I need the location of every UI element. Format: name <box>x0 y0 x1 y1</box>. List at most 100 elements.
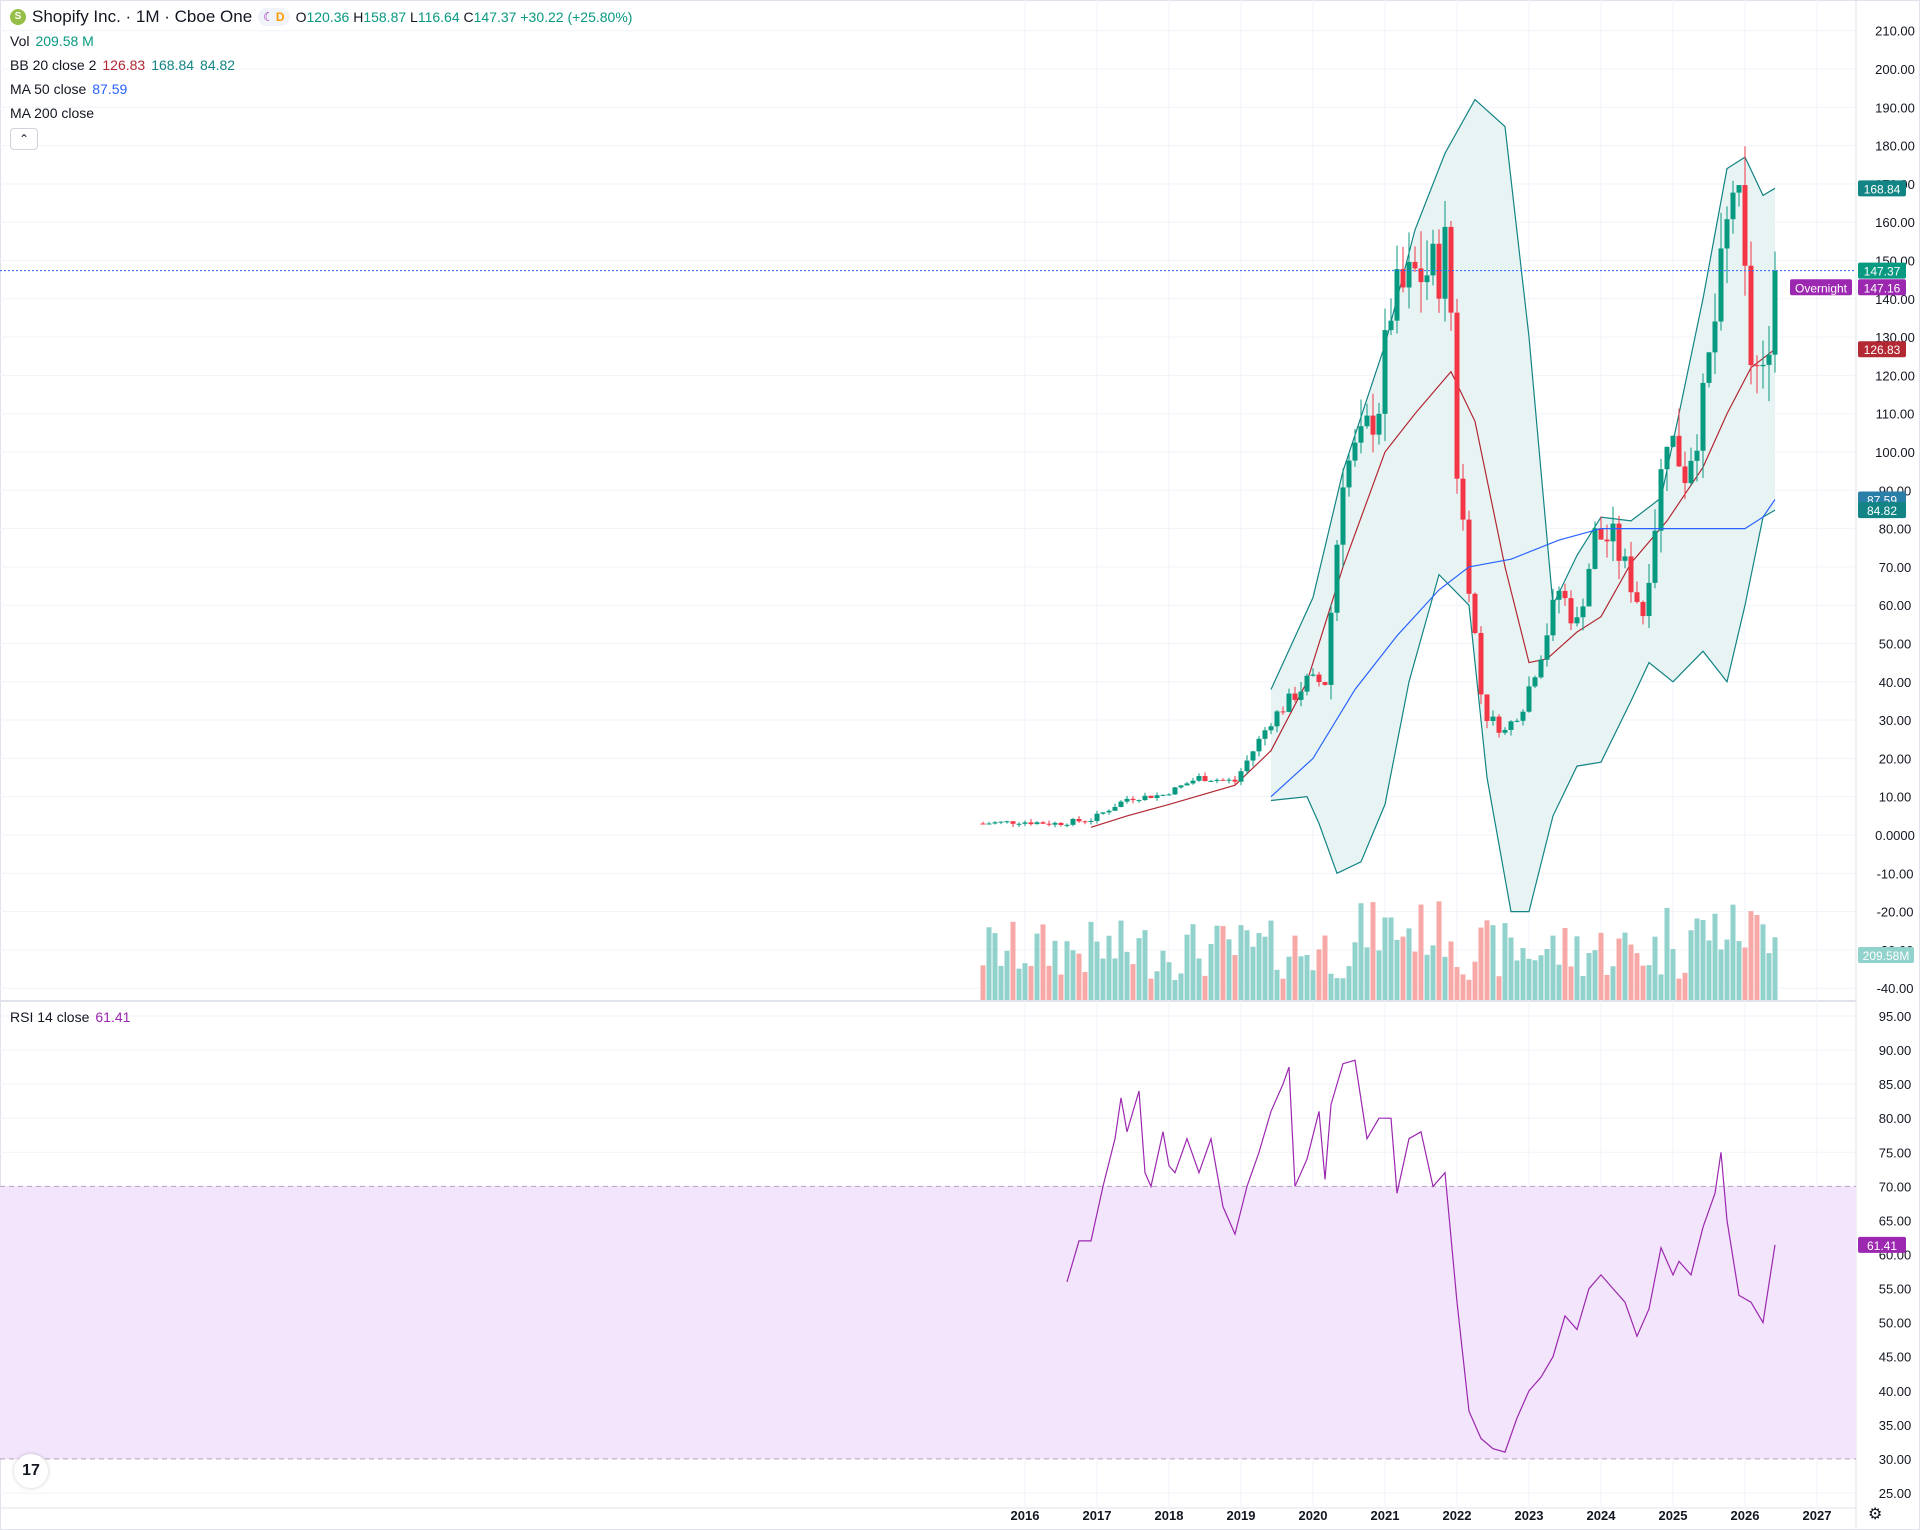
candle-body <box>1400 269 1406 288</box>
shopify-bag-icon: S <box>10 9 26 25</box>
y-tick-label: 200.00 <box>1875 62 1915 77</box>
candle-body <box>1112 806 1118 811</box>
volume-bar <box>1184 934 1190 1000</box>
volume-bar <box>1034 933 1040 1000</box>
volume-bar <box>1550 935 1556 1000</box>
volume-bar <box>1586 952 1592 1000</box>
tradingview-logo-icon[interactable]: 17 <box>14 1454 48 1488</box>
rsi-line <box>1066 1059 1776 1453</box>
y-tick-label: 0.0000 <box>1875 828 1915 843</box>
candle-body <box>1262 730 1268 739</box>
volume-bar <box>1538 955 1544 1000</box>
y-tick-label: 190.00 <box>1875 100 1915 115</box>
candle-body <box>1136 800 1142 802</box>
candle-body <box>1466 519 1472 594</box>
candle-body <box>1100 812 1106 814</box>
vol-legend[interactable]: Vol 209.58 M <box>10 33 94 49</box>
volume-bar <box>1760 924 1766 1000</box>
volume-bar <box>1262 936 1268 1000</box>
volume-bar <box>1592 950 1598 1000</box>
candle-body <box>1682 466 1688 484</box>
volume-bar <box>1472 961 1478 1000</box>
bb-legend[interactable]: BB 20 close 2 126.83 168.84 84.82 <box>10 57 236 73</box>
candle-body <box>1454 312 1460 479</box>
volume-bar <box>1622 932 1628 1000</box>
candle-body <box>1220 779 1226 781</box>
candle-body <box>1652 530 1658 583</box>
candle-body <box>1406 261 1412 288</box>
y-tick-label: 210.00 <box>1875 24 1915 39</box>
rsi-tick-label: 80.00 <box>1879 1111 1912 1126</box>
candle-body <box>1640 601 1646 617</box>
collapse-legend-button[interactable]: ⌃ <box>10 128 38 150</box>
candle-body <box>1556 590 1562 600</box>
volume-bar <box>1004 950 1010 1000</box>
volume-bar <box>1094 941 1100 1000</box>
candle-body <box>1316 674 1322 683</box>
candle-body <box>1070 818 1076 825</box>
y-tick-label: 140.00 <box>1875 292 1915 307</box>
gear-icon[interactable]: ⚙ <box>1868 1506 1883 1523</box>
volume-bar <box>1634 953 1640 1000</box>
candle-body <box>986 823 992 825</box>
session-badges[interactable]: ☾ D <box>258 8 290 26</box>
volume-bar <box>1610 966 1616 1000</box>
candle-body <box>1592 528 1598 569</box>
volume-bar <box>1454 967 1460 1000</box>
candle-body <box>1256 738 1262 752</box>
volume-bar <box>1022 963 1028 1000</box>
rsi-legend[interactable]: RSI 14 close 61.41 <box>10 1009 131 1025</box>
candle-body <box>1526 686 1532 712</box>
volume-bar <box>1526 958 1532 1000</box>
candle-body <box>1754 365 1760 367</box>
volume-bar <box>1406 928 1412 1000</box>
candle-body <box>1646 582 1652 617</box>
overnight-label: Overnight <box>1795 281 1848 295</box>
volume-bar <box>1556 964 1562 1000</box>
bb-upper-tag-bg <box>1858 180 1906 197</box>
y-tick-label: 180.00 <box>1875 139 1915 154</box>
x-tick-label: 2023 <box>1515 1508 1544 1523</box>
candle-body <box>1046 823 1052 825</box>
candle-body <box>1034 822 1040 825</box>
candle-body <box>1742 185 1748 266</box>
candle-body <box>1376 413 1382 435</box>
volume-bar <box>1130 964 1136 1000</box>
y-tick-label: -20.00 <box>1877 905 1914 920</box>
ma200-legend[interactable]: MA 200 close <box>10 105 95 121</box>
candle-body <box>1286 693 1292 712</box>
candle-body <box>1232 779 1238 782</box>
candle-body <box>1124 798 1130 802</box>
volume-bar <box>1052 940 1058 1000</box>
y-tick-label: 50.00 <box>1879 637 1912 652</box>
volume-bar <box>1058 974 1064 1000</box>
candle-body <box>1178 785 1184 788</box>
volume-bar <box>1478 927 1484 1000</box>
header-legend: S Shopify Inc. · 1M · Cboe One ☾ D O120.… <box>10 8 632 26</box>
candle-body <box>1724 219 1730 249</box>
rsi-tick-label: 90.00 <box>1879 1043 1912 1058</box>
volume-bar <box>1238 925 1244 1000</box>
rsi-tick-label: 35.00 <box>1879 1418 1912 1433</box>
volume-tag-bg <box>1858 947 1914 963</box>
volume-bar <box>1604 974 1610 1000</box>
volume-bar <box>1274 969 1280 1000</box>
candle-body <box>1436 243 1442 299</box>
candle-body <box>1478 632 1484 695</box>
volume-bar <box>1466 979 1472 1000</box>
volume-bar <box>1388 917 1394 1000</box>
bb-upper-tag: 168.84 <box>1864 182 1901 196</box>
candle-body <box>1334 544 1340 613</box>
candle-body <box>1094 813 1100 821</box>
volume-bar <box>1322 935 1328 1000</box>
y-tick-label: -10.00 <box>1877 866 1914 881</box>
candle-body <box>1004 821 1010 823</box>
volume-bar <box>1418 904 1424 1000</box>
ma50-legend[interactable]: MA 50 close 87.59 <box>10 81 128 97</box>
chart-title[interactable]: Shopify Inc. · 1M · Cboe One <box>32 7 253 26</box>
volume-bar <box>1754 914 1760 1000</box>
ohlc-values: O120.36 H158.87 L116.64 C147.37 +30.22 (… <box>295 9 633 25</box>
candle-body <box>1022 822 1028 824</box>
